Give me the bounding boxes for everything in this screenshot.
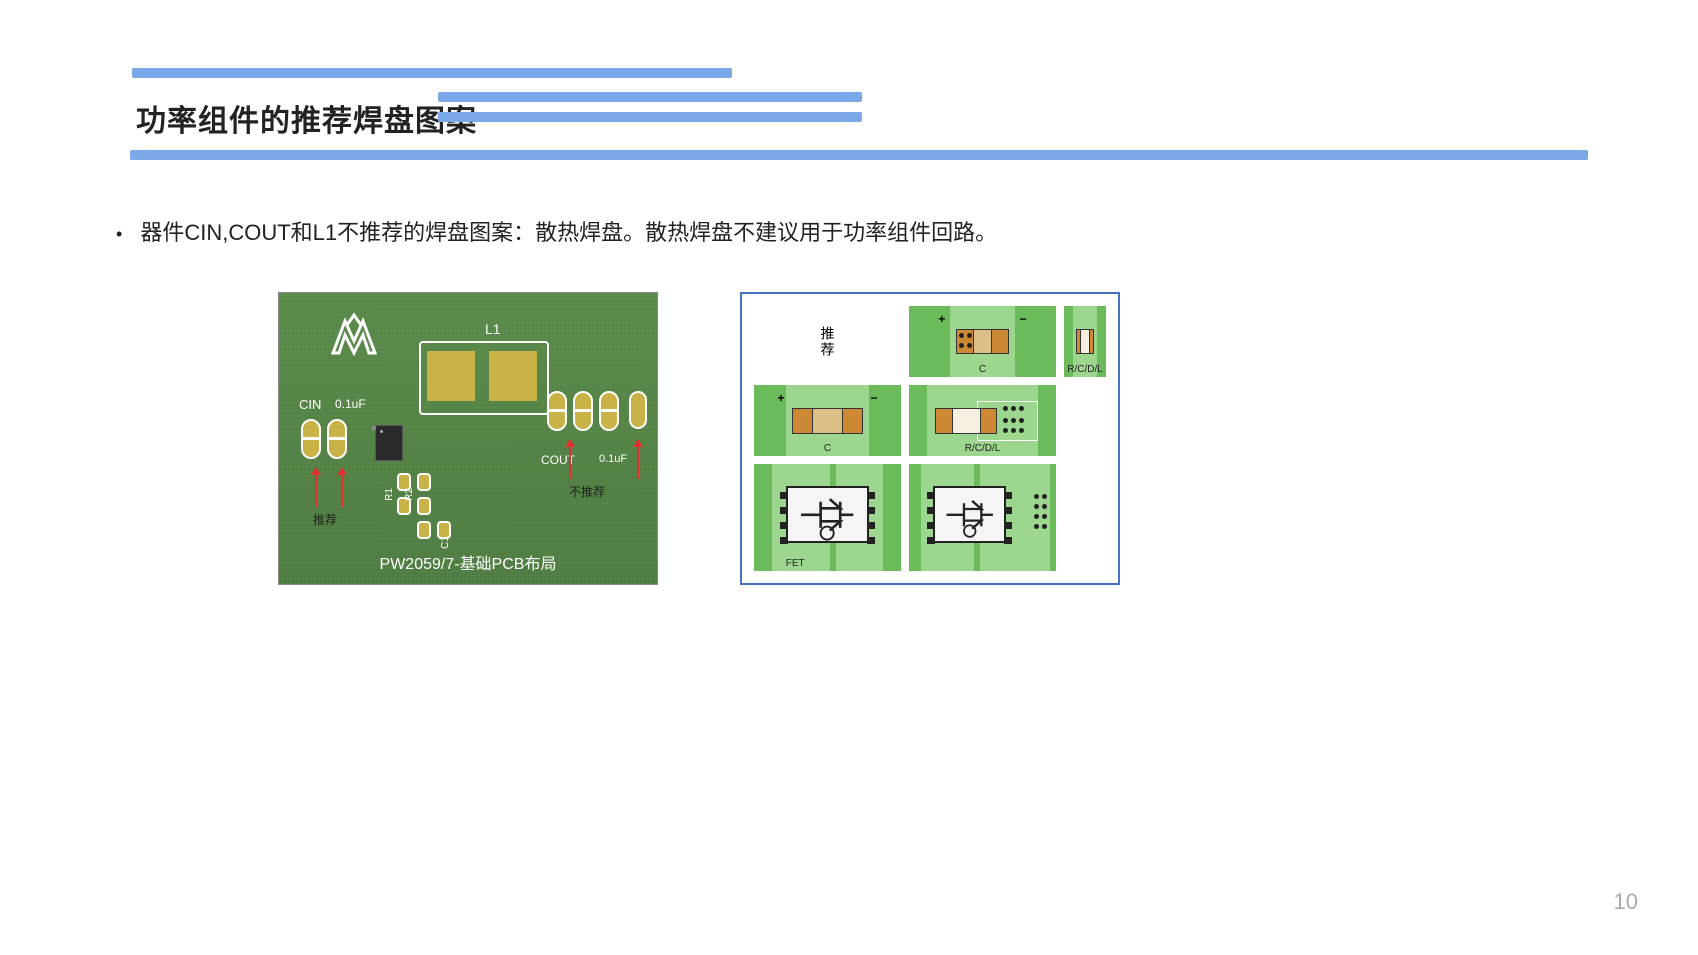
fet-l-pin-3 [780,522,788,529]
cout-pad-extra [629,391,647,429]
arrow-notrec-1 [569,445,571,479]
cout-slot-3 [599,409,619,412]
minus-sign-2: − [870,391,877,405]
inductor-label: L1 [485,321,501,337]
fet-chip-right [933,486,1007,544]
content-area: • 器件CIN,COUT和L1不推荐的焊盘图案：散热焊盘。散热焊盘不建议用于功率… [110,215,1568,585]
cell-cap-recommended: + − C [909,306,1056,377]
fet-r-pin-7 [1004,522,1012,529]
cap-nr-term-r [842,408,863,434]
minus-sign: − [1020,312,1027,326]
cap-label-2: C [824,443,831,454]
fet-r-pin-2 [927,507,935,514]
fet-l-pin-1 [780,492,788,499]
recommend-annotation: 推荐 [313,511,337,528]
inductor-pad-right [489,351,537,401]
pcb-caption: PW2059/7-基础PCB布局 [279,550,657,574]
cap-label: C [979,364,986,375]
chip-pin1-dot [380,430,383,433]
bullet-text: 器件CIN,COUT和L1不推荐的焊盘图案：散热焊盘。散热焊盘不建议用于功率组件… [140,215,997,247]
fet-label: FET [786,558,805,569]
arrow-notrec-2 [637,445,639,479]
empty-side-2 [1064,385,1106,456]
header-bar-2 [438,112,862,122]
pad-grid: + − C R/C/D/L 推荐 [754,306,1106,571]
cout-slot-1 [547,409,567,412]
plus-sign-2: + [778,391,785,405]
bullet-dot: • [116,224,122,245]
cell-rcdl-notrec: R/C/D/L [909,385,1056,456]
header-bar-1 [438,92,862,102]
cell-fet-left: FET [754,464,901,571]
pad-pattern-figure: + − C R/C/D/L 推荐 [740,292,1120,585]
side-label-recommend: 推荐 [754,306,901,377]
cin-pad-slot-2 [327,437,347,440]
company-logo-icon [327,311,381,361]
inductor-pad-left [427,351,475,401]
cap-nr-body [810,408,845,434]
fet-r-pin-8 [1004,537,1012,544]
cell-cap-notrec: + − C [754,385,901,456]
rcdl-nr-term-l [935,408,953,434]
rcdl-rec-term-r [1089,329,1094,355]
ic-chip [375,425,403,461]
arrow-recommend-1 [315,473,317,507]
fet-r-pin-5 [1004,492,1012,499]
header-bar-top [132,68,732,78]
cin-value: 0.1uF [335,397,366,411]
fet-l-pin-7 [867,522,875,529]
pcb-layout-figure: L1 CIN 0.1uF [278,292,658,585]
fet-l-pin-8 [867,537,875,544]
cell-fet-right [909,464,1056,571]
rcdl-label-2: R/C/D/L [965,443,1001,454]
cap-rec-term-r [991,329,1009,355]
fet-chip-left [786,486,868,544]
fet-r-pin-4 [927,537,935,544]
fet-l-pin-5 [867,492,875,499]
fet-l-pin-4 [780,537,788,544]
cout-value: 0.1uF [599,453,627,465]
rcdl-nr-term-r [980,408,998,434]
cin-pad-slot-1 [301,437,321,440]
arrow-recommend-2 [341,473,343,507]
header-bars-right [438,92,862,132]
cin-label: CIN [299,397,321,412]
c1-label: C1 [440,536,451,549]
page-number: 10 [1614,889,1638,915]
slide-container: 功率组件的推荐焊盘图案 • 器件CIN,COUT和L1不推荐的焊盘图案：散热焊盘… [0,0,1698,955]
empty-side-3 [1064,464,1106,571]
cap-nr-term-l [792,408,813,434]
fet-r-pin-3 [927,522,935,529]
fet-symbol-icon [788,488,866,542]
c1-pad-1 [417,521,431,539]
r2-pad-bot [417,497,431,515]
not-recommend-annotation: 不推荐 [569,483,605,500]
fet-symbol-icon-2 [935,488,1005,542]
figures-row: L1 CIN 0.1uF [278,292,1568,585]
rcdl-label: R/C/D/L [1067,364,1103,375]
bullet-item: • 器件CIN,COUT和L1不推荐的焊盘图案：散热焊盘。散热焊盘不建议用于功率… [110,215,1568,247]
plus-sign: + [938,312,945,326]
header-bar-full [130,150,1588,160]
fet-l-pin-2 [780,507,788,514]
rcdl-rec-term-l [1076,329,1081,355]
r2-pad-top [417,473,431,491]
r2-label: R2 [404,488,415,501]
cell-rcdl-recommended: R/C/D/L [1064,306,1106,377]
fet-r-pin-1 [927,492,935,499]
fet-r-pin-6 [1004,507,1012,514]
cout-slot-2 [573,409,593,412]
fet-l-pin-6 [867,507,875,514]
rcdl-nr-body [950,408,982,434]
r1-label: R1 [384,488,395,501]
slide-title: 功率组件的推荐焊盘图案 [136,96,477,140]
